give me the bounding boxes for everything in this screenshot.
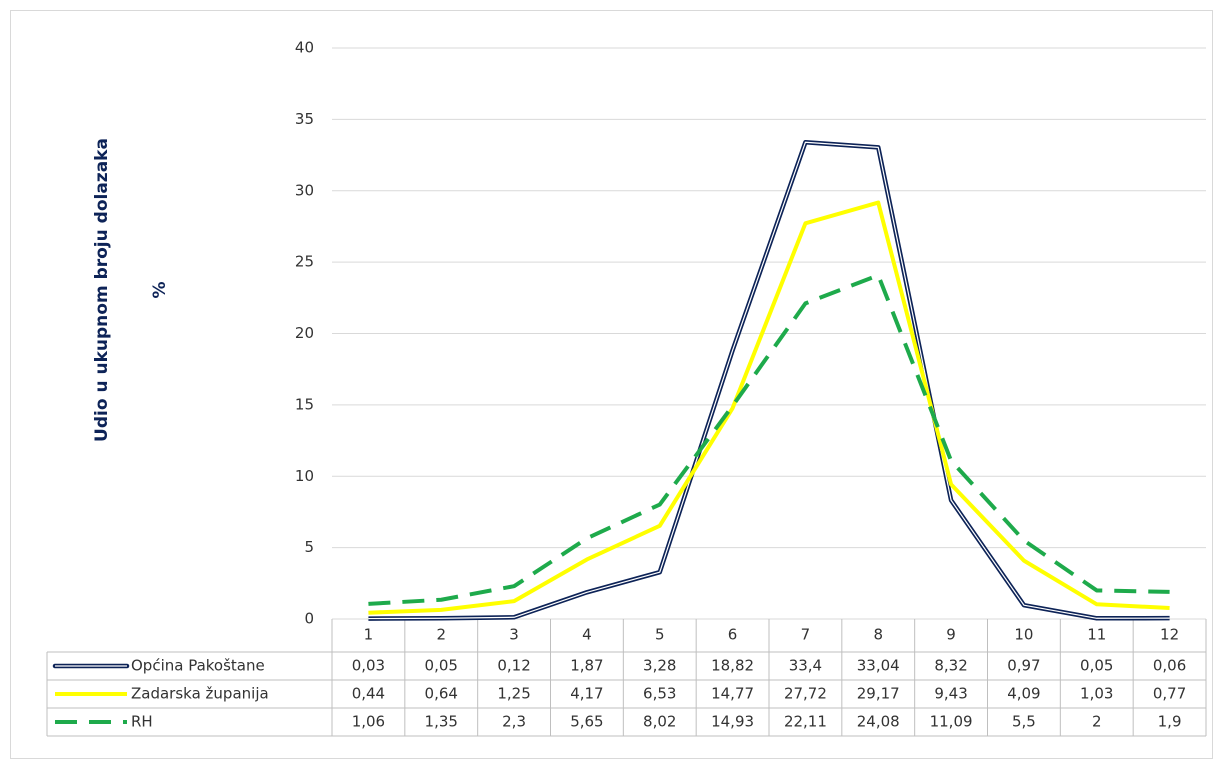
data-label: 9,43: [934, 685, 967, 703]
frame: [10, 10, 1213, 759]
data-label: 0,06: [1153, 657, 1186, 675]
data-label: 4,17: [570, 685, 603, 703]
data-label: 0,77: [1153, 685, 1186, 703]
data-label: 0,12: [497, 657, 530, 675]
y-tick-label: 15: [295, 395, 314, 413]
data-label: 33,4: [789, 657, 822, 675]
data-label: 1,35: [425, 713, 458, 731]
y-tick-label: 40: [295, 39, 314, 57]
x-tick-label: 12: [1160, 626, 1179, 644]
data-label: 5,5: [1012, 713, 1036, 731]
data-label: 22,11: [784, 713, 827, 731]
data-label: 0,44: [352, 685, 385, 703]
x-tick-label: 7: [801, 626, 811, 644]
y-axis-label: Udio u ukupnom broju dolazaka: [92, 138, 112, 442]
x-tick-label: 3: [509, 626, 519, 644]
y-tick-label: 0: [304, 610, 314, 628]
x-tick-label: 9: [946, 626, 956, 644]
data-label: 18,82: [711, 657, 754, 675]
data-label: 2: [1092, 713, 1102, 731]
data-label: 1,06: [352, 713, 385, 731]
data-label: 0,05: [1080, 657, 1113, 675]
data-label: 1,25: [497, 685, 530, 703]
data-label: 27,72: [784, 685, 827, 703]
data-label: 8,02: [643, 713, 676, 731]
data-label: 14,77: [711, 685, 754, 703]
x-tick-label: 11: [1087, 626, 1106, 644]
legend-label: RH: [131, 713, 153, 731]
x-tick-label: 6: [728, 626, 738, 644]
y-tick-label: 35: [295, 110, 314, 128]
y-tick-label: 5: [304, 538, 314, 556]
data-label: 29,17: [857, 685, 900, 703]
data-label: 8,32: [934, 657, 967, 675]
y-tick-label: 10: [295, 467, 314, 485]
x-tick-label: 10: [1014, 626, 1033, 644]
series-line: [368, 139, 1170, 621]
data-label: 2,3: [502, 713, 526, 731]
data-label: 5,65: [570, 713, 603, 731]
legend-label: Općina Pakoštane: [131, 657, 265, 675]
series-line: [368, 200, 1170, 615]
data-label: 6,53: [643, 685, 676, 703]
data-label: 0,97: [1007, 657, 1040, 675]
legend-label: Zadarska županija: [131, 685, 269, 703]
data-label: 1,87: [570, 657, 603, 675]
x-tick-label: 5: [655, 626, 665, 644]
data-label: 1,03: [1080, 685, 1113, 703]
data-label: 3,28: [643, 657, 676, 675]
series-line-inner: [368, 141, 1170, 620]
y-tick-label: 30: [295, 181, 314, 199]
x-tick-label: 1: [364, 626, 374, 644]
data-label: 0,05: [425, 657, 458, 675]
data-label: 11,09: [930, 713, 973, 731]
x-tick-label: 8: [873, 626, 883, 644]
data-label: 33,04: [857, 657, 900, 675]
data-label: 24,08: [857, 713, 900, 731]
y-axis-unit: %: [150, 281, 170, 298]
x-tick-label: 4: [582, 626, 592, 644]
y-tick-label: 25: [295, 253, 314, 271]
series-line: [368, 273, 1170, 606]
data-label: 14,93: [711, 713, 754, 731]
data-label: 0,64: [425, 685, 458, 703]
data-label: 1,9: [1158, 713, 1182, 731]
data-label: 4,09: [1007, 685, 1040, 703]
x-tick-label: 2: [436, 626, 446, 644]
data-label: 0,03: [352, 657, 385, 675]
y-tick-label: 20: [295, 324, 314, 342]
